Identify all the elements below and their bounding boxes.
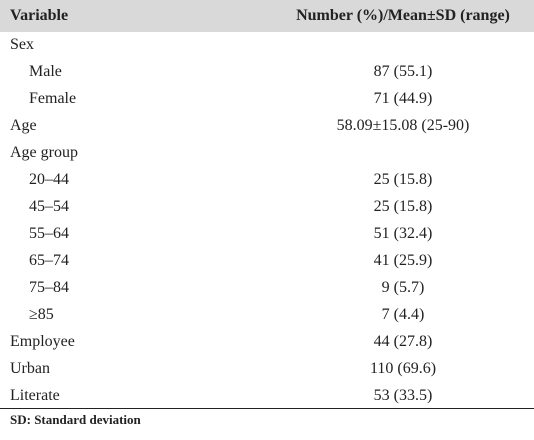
- table-row: 75–84 9 (5.7): [0, 275, 534, 302]
- table-row: Female 71 (44.9): [0, 86, 534, 113]
- row-value: 51 (32.4): [373, 225, 433, 242]
- table-body: Sex Male 87 (55.1) Female 71 (44.9) Age 58.09±…: [0, 32, 534, 410]
- row-label: 20–44: [29, 171, 69, 188]
- row-value: 58.09±15.08 (25-90): [336, 117, 470, 134]
- table-row: Literate 53 (33.5): [0, 383, 534, 410]
- table-row: Male 87 (55.1): [0, 59, 534, 86]
- row-value: 25 (15.8): [373, 198, 433, 215]
- row-label: Sex: [10, 36, 34, 53]
- row-value: 44 (27.8): [373, 333, 433, 350]
- table-header: Variable Number (%)/Mean±SD (range): [0, 0, 534, 32]
- table-row: 20–44 25 (15.8): [0, 167, 534, 194]
- table-row: 45–54 25 (15.8): [0, 194, 534, 221]
- table-row: 55–64 51 (32.4): [0, 221, 534, 248]
- row-label: 75–84: [29, 279, 69, 296]
- table-row: Urban 110 (69.6): [0, 356, 534, 383]
- bottom-rule: [0, 408, 534, 409]
- row-value: 71 (44.9): [373, 90, 433, 107]
- row-value: 7 (4.4): [381, 306, 425, 323]
- row-value: 53 (33.5): [373, 387, 433, 404]
- row-value: 9 (5.7): [381, 279, 425, 296]
- row-value: 25 (15.8): [373, 171, 433, 188]
- row-label: 65–74: [29, 252, 69, 269]
- table-row: Employee 44 (27.8): [0, 329, 534, 356]
- header-variable: Variable: [10, 7, 69, 24]
- table-row: Age group: [0, 140, 534, 167]
- row-label: Literate: [10, 387, 60, 404]
- header-value: Number (%)/Mean±SD (range): [296, 7, 510, 24]
- row-label: Urban: [10, 360, 50, 377]
- table-row: ≥85 7 (4.4): [0, 302, 534, 329]
- row-label: 45–54: [29, 198, 69, 215]
- row-label: Employee: [10, 333, 75, 350]
- row-label: Female: [29, 90, 77, 107]
- row-value: 41 (25.9): [373, 252, 433, 269]
- row-label: 55–64: [29, 225, 69, 242]
- table-row: Age 58.09±15.08 (25-90): [0, 113, 534, 140]
- row-label: Male: [29, 63, 62, 80]
- row-label: Age group: [10, 144, 78, 161]
- row-value: 110 (69.6): [369, 360, 437, 377]
- table-row: Sex: [0, 32, 534, 59]
- row-value: 87 (55.1): [373, 63, 433, 80]
- table-row: 65–74 41 (25.9): [0, 248, 534, 275]
- table-footnote: SD: Standard deviation: [10, 412, 141, 427]
- row-label: Age: [10, 117, 37, 134]
- row-label: ≥85: [29, 306, 54, 323]
